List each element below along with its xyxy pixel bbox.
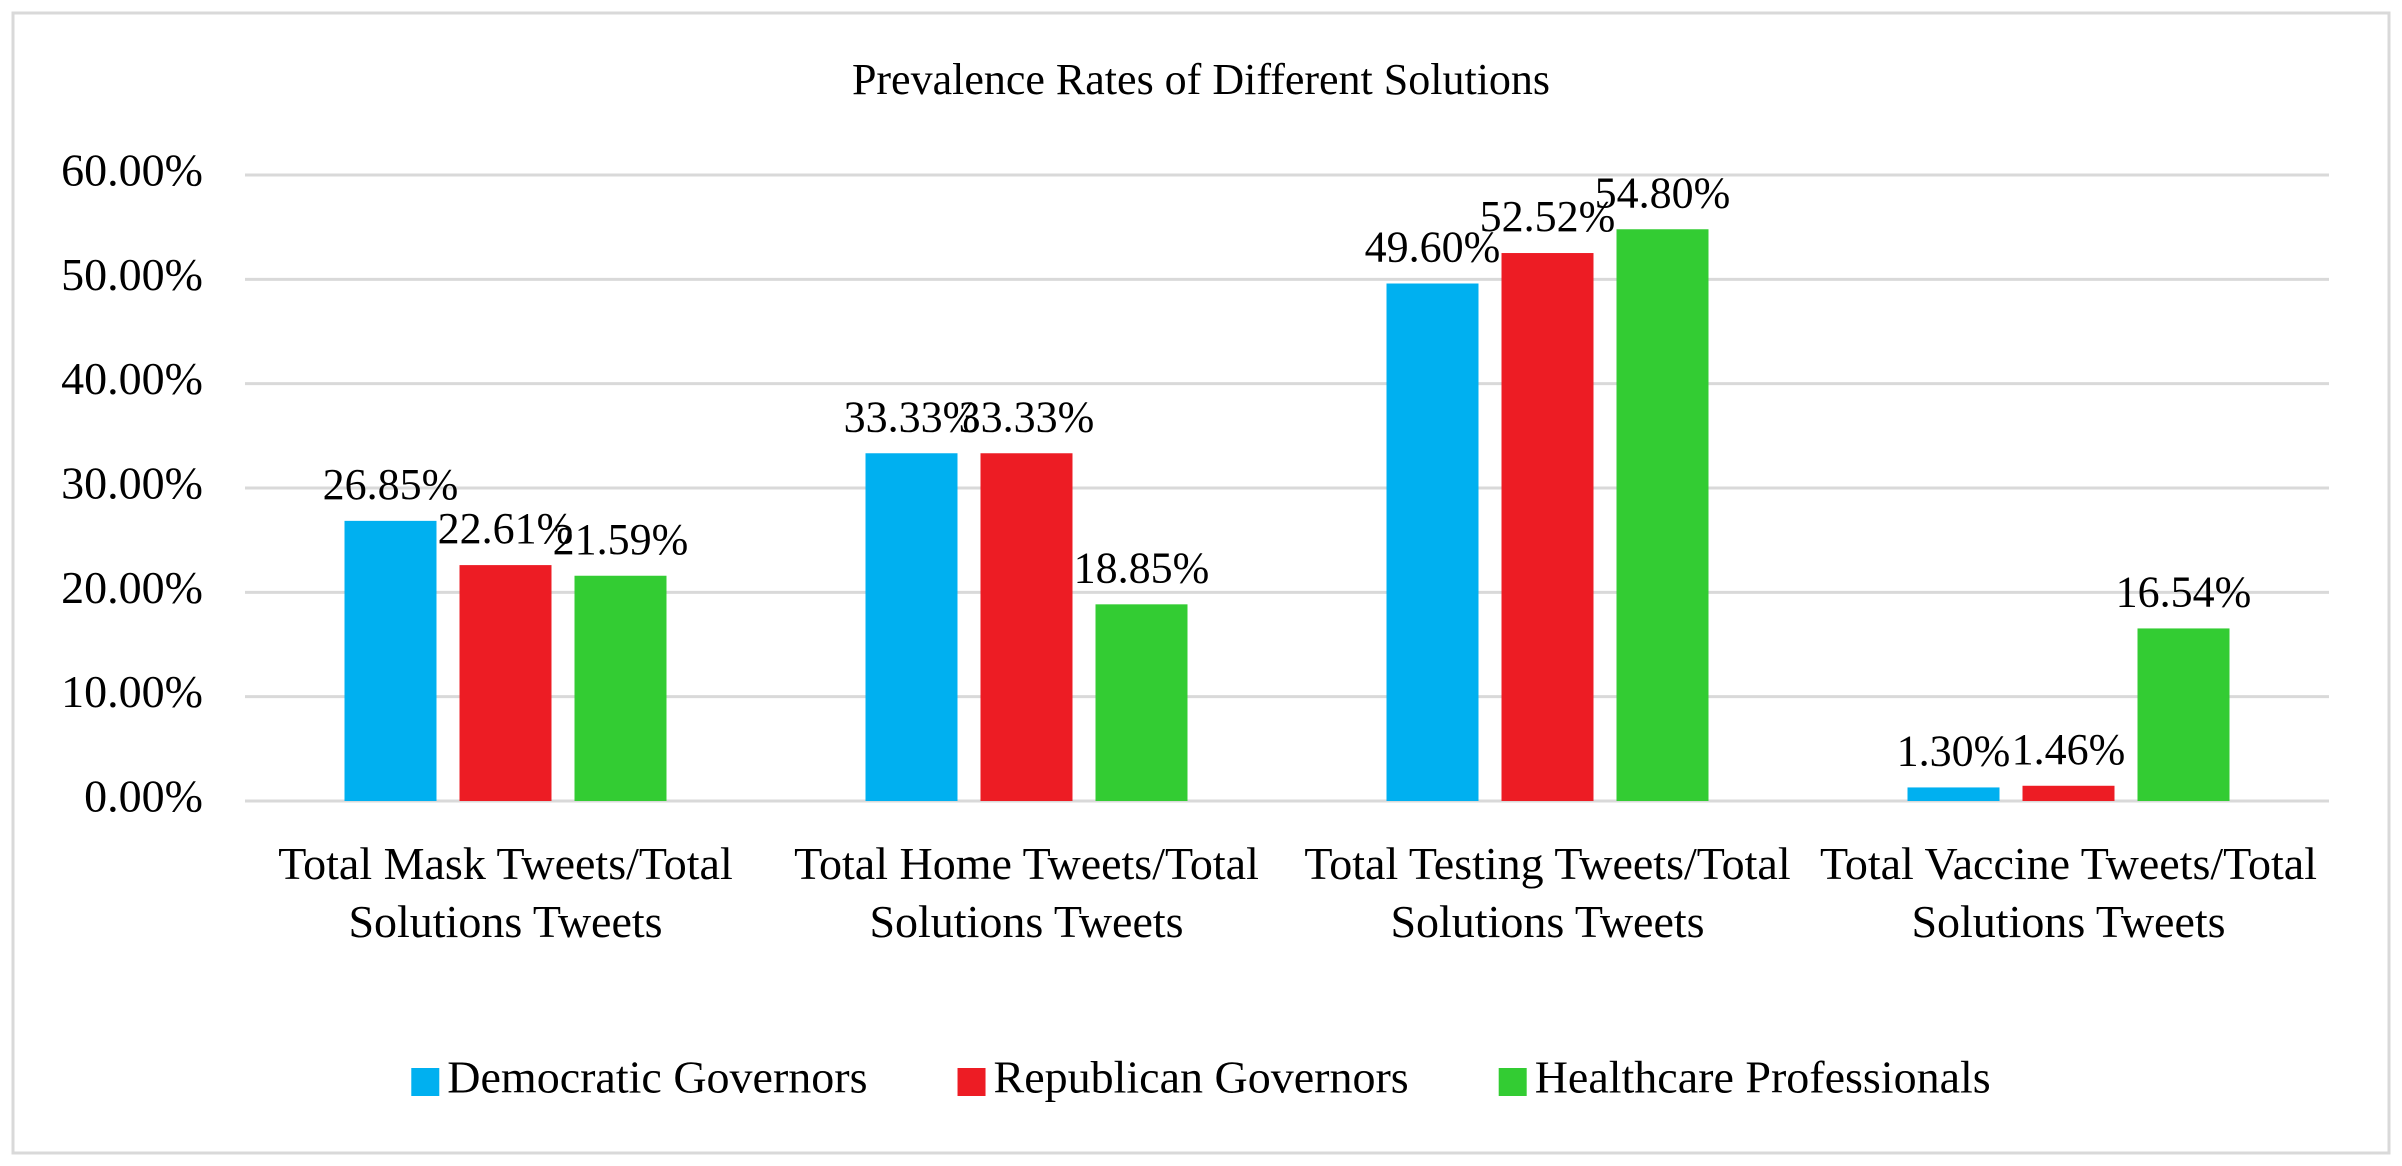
legend-label: Healthcare Professionals bbox=[1535, 1052, 1991, 1103]
data-label: 1.30% bbox=[1897, 727, 2011, 776]
bar bbox=[1616, 229, 1709, 802]
y-tick-label: 50.00% bbox=[61, 249, 203, 300]
data-label: 1.46% bbox=[2012, 725, 2126, 774]
bar bbox=[2137, 628, 2230, 801]
y-tick-label: 10.00% bbox=[61, 666, 203, 717]
y-tick-label: 40.00% bbox=[61, 353, 203, 404]
data-label: 49.60% bbox=[1365, 223, 1501, 272]
bar bbox=[1386, 283, 1479, 801]
chart-title: Prevalence Rates of Different Solutions bbox=[852, 55, 1550, 104]
legend-label: Republican Governors bbox=[994, 1052, 1409, 1103]
bar bbox=[459, 565, 552, 801]
legend-swatch bbox=[411, 1068, 440, 1096]
x-tick-label: Total Mask Tweets/Total Solutions Tweets bbox=[278, 838, 733, 947]
bar bbox=[1501, 253, 1594, 802]
data-label: 21.59% bbox=[553, 515, 689, 564]
x-tick-label: Total Home Tweets/Total Solutions Tweets bbox=[794, 838, 1259, 947]
bar bbox=[574, 575, 667, 801]
bar bbox=[2022, 785, 2115, 801]
data-label: 54.80% bbox=[1595, 168, 1731, 217]
data-label: 22.61% bbox=[438, 504, 574, 553]
bar bbox=[1907, 787, 2000, 801]
data-label: 33.33% bbox=[959, 392, 1095, 441]
legend-swatch bbox=[957, 1068, 986, 1096]
bar bbox=[1095, 604, 1188, 801]
legend-swatch bbox=[1498, 1068, 1527, 1096]
data-label: 26.85% bbox=[323, 460, 459, 509]
bar bbox=[980, 453, 1073, 801]
data-label: 52.52% bbox=[1480, 192, 1616, 241]
y-tick-label: 60.00% bbox=[61, 145, 203, 196]
x-tick-label: Total Vaccine Tweets/Total Solutions Twe… bbox=[1819, 838, 2318, 947]
bar bbox=[865, 453, 958, 801]
y-tick-label: 0.00% bbox=[84, 771, 203, 822]
data-label: 16.54% bbox=[2116, 568, 2252, 617]
legend-label: Democratic Governors bbox=[447, 1052, 867, 1103]
bar bbox=[344, 520, 437, 801]
y-tick-label: 30.00% bbox=[61, 458, 203, 509]
data-label: 33.33% bbox=[844, 392, 980, 441]
x-tick-label: Total Testing Tweets/Total Solutions Twe… bbox=[1304, 838, 1791, 947]
data-label: 18.85% bbox=[1074, 543, 1210, 592]
y-tick-label: 20.00% bbox=[61, 562, 203, 613]
